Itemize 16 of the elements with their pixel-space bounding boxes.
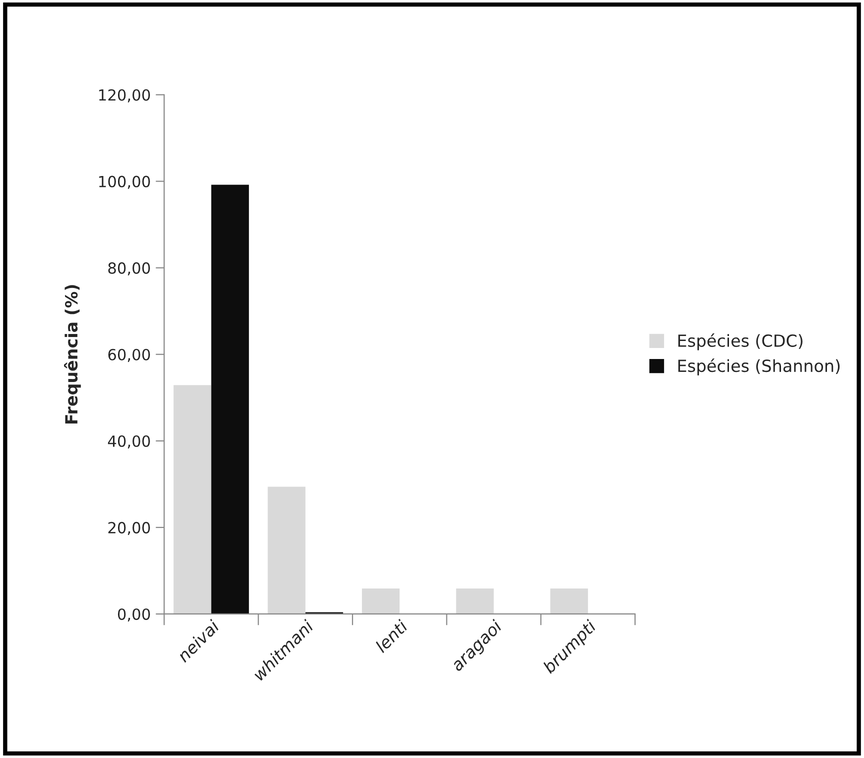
bar	[550, 588, 588, 614]
y-tick-label: 100,00	[99, 176, 150, 189]
y-tick-label: 0,00	[118, 608, 150, 622]
y-axis-title: Frequência (%)	[64, 285, 81, 424]
bar	[174, 385, 212, 614]
legend-label: Espécies (CDC)	[678, 333, 802, 350]
y-tick-label: 20,00	[108, 522, 150, 536]
y-tick-label: 40,00	[108, 435, 150, 448]
bar	[456, 588, 494, 614]
bar	[268, 486, 306, 614]
bar	[211, 184, 249, 614]
y-tick-label: 60,00	[108, 348, 150, 362]
y-tick-label: 120,00	[99, 89, 150, 102]
y-tick-label: 80,00	[108, 262, 150, 276]
bar	[362, 588, 400, 614]
legend-label: Espécies (Shannon)	[678, 358, 840, 376]
